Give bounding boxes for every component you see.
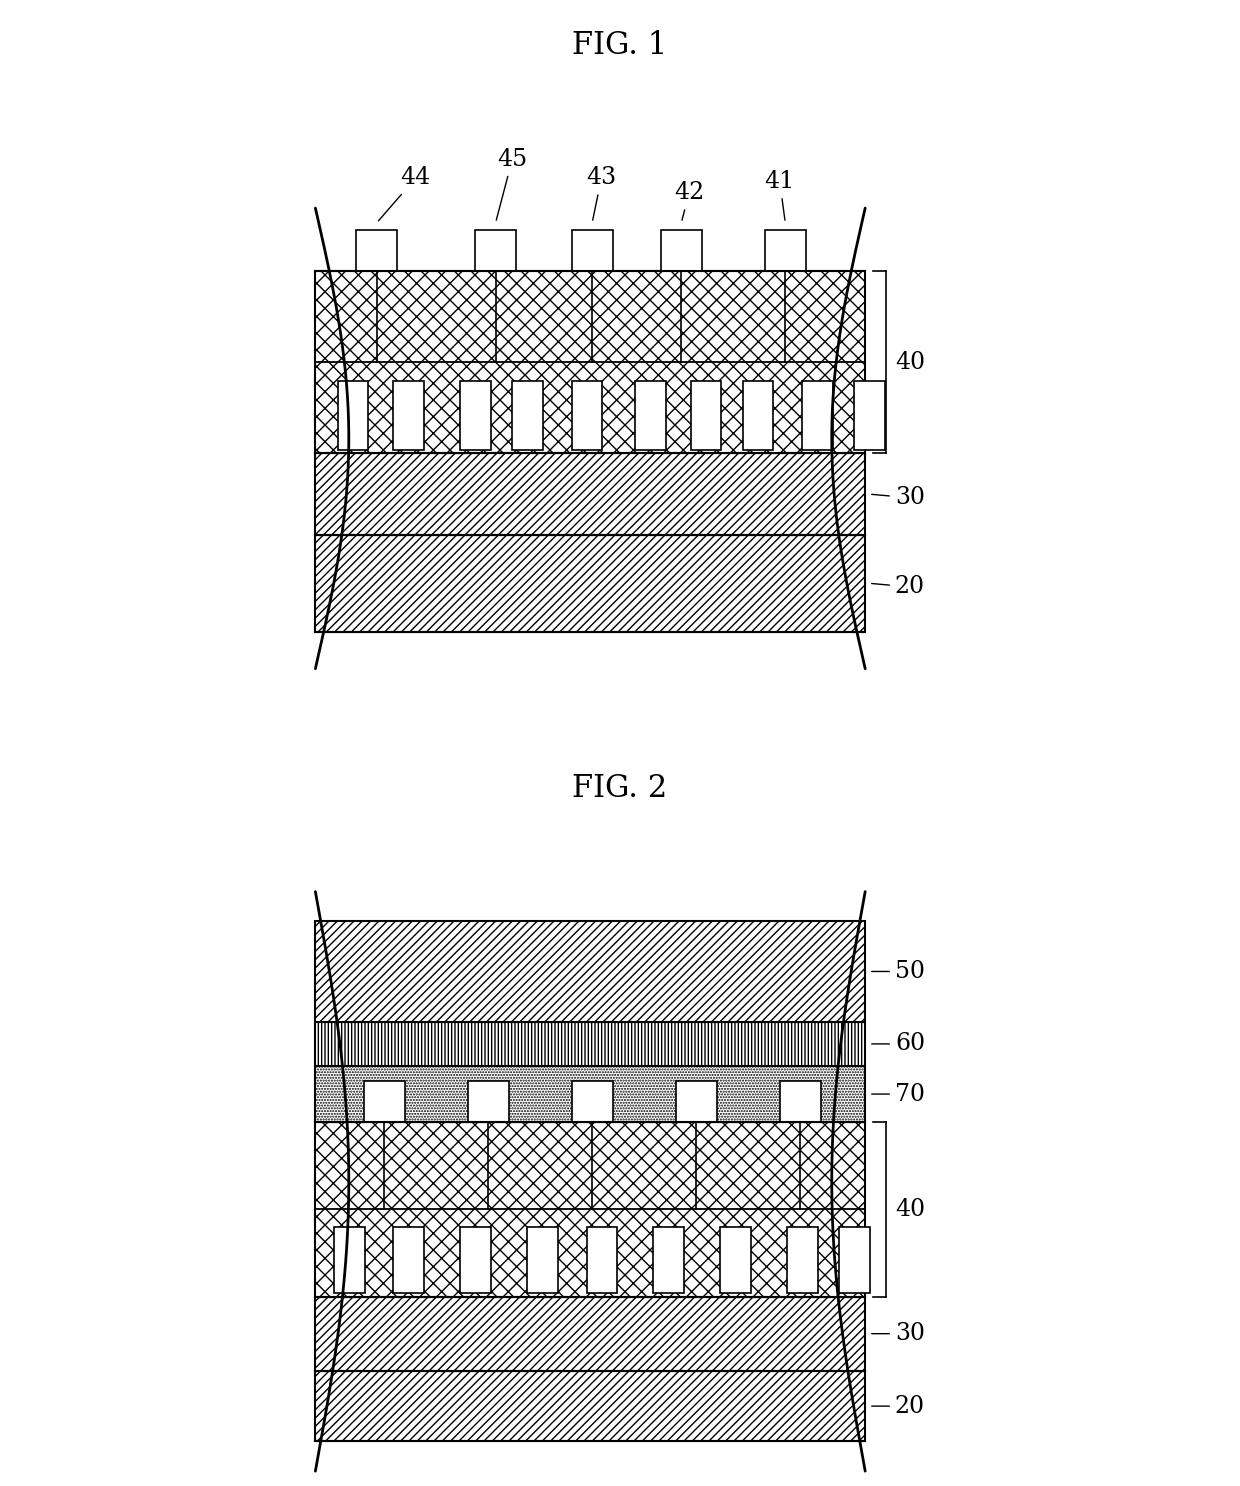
Text: 41: 41 [765,171,795,220]
Text: 42: 42 [675,181,704,220]
Bar [587,1227,618,1293]
Text: 60: 60 [872,1033,925,1055]
Bar [393,382,424,449]
Text: 20: 20 [872,575,925,599]
Bar [393,1227,424,1293]
Bar [802,382,833,449]
Bar [315,1296,866,1370]
Bar [787,1227,818,1293]
Bar [315,270,866,453]
Bar [315,535,866,632]
Bar [854,382,884,449]
Text: 50: 50 [872,960,925,982]
Bar [527,1227,558,1293]
Bar [356,230,397,270]
Bar [337,382,368,449]
Bar [315,1370,866,1441]
Bar [315,1067,866,1122]
Bar [512,382,543,449]
Bar [460,382,491,449]
Text: 45: 45 [496,149,527,220]
Text: 40: 40 [895,351,925,373]
Text: 70: 70 [872,1083,925,1106]
Text: 30: 30 [872,1323,925,1345]
Bar [315,453,866,535]
Bar [661,230,702,270]
Bar [315,921,866,1022]
Bar [460,1227,491,1293]
Bar [839,1227,869,1293]
Bar [780,1082,821,1122]
Text: FIG. 1: FIG. 1 [573,30,667,61]
Bar [743,382,774,449]
Text: 40: 40 [895,1198,925,1220]
Bar [691,382,722,449]
Bar [765,230,806,270]
Text: 43: 43 [587,166,616,220]
Bar [475,230,516,270]
Text: 30: 30 [872,486,925,510]
Bar [315,1122,866,1296]
Bar [315,1022,866,1067]
Bar [635,382,666,449]
Bar [676,1082,717,1122]
Bar [572,382,603,449]
Bar [653,1227,684,1293]
Bar [572,230,613,270]
Bar [720,1227,751,1293]
Text: 20: 20 [872,1395,925,1418]
Bar [334,1227,365,1293]
Text: 44: 44 [378,166,430,221]
Bar [467,1082,508,1122]
Bar [363,1082,404,1122]
Bar [572,1082,613,1122]
Text: FIG. 2: FIG. 2 [573,773,667,804]
